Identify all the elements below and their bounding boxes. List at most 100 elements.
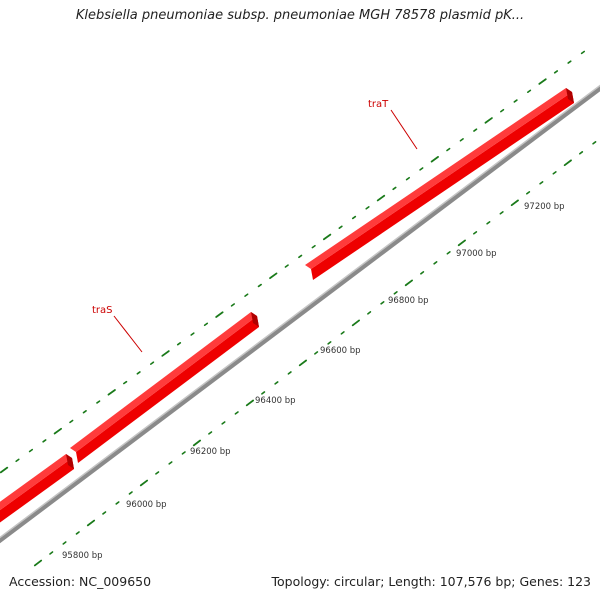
gene-track: [0, 88, 574, 523]
inner-tick-22: [327, 341, 332, 345]
outer-tick-42: [567, 60, 572, 64]
inner-tick-36: [510, 199, 519, 207]
inner-tick-33: [473, 231, 478, 235]
inner-tick-31: [446, 251, 451, 255]
outer-tick-13: [176, 342, 182, 346]
outer-tick-12: [161, 350, 170, 357]
inner-tick-37: [526, 191, 531, 195]
inner-tick-12: [192, 439, 202, 447]
inner-tick-30: [433, 261, 438, 265]
outer-tick-track: [0, 50, 586, 474]
outer-tick-20: [269, 272, 278, 280]
outer-tick-23: [311, 244, 316, 249]
outer-tick-10: [136, 371, 141, 375]
scale-label-1: 96000 bp: [126, 500, 167, 510]
topology-summary: Topology: circular; Length: 107,576 bp; …: [271, 574, 592, 589]
gene-upstream-top: [0, 454, 72, 511]
inner-tick-5: [102, 511, 107, 515]
outer-tick-0: [0, 466, 9, 474]
gene-upstream-body: [0, 458, 74, 523]
gene-traS-top: [70, 312, 257, 452]
inner-tick-27: [393, 291, 398, 295]
accession-label: Accession: NC_009650: [9, 574, 152, 589]
outer-tick-5: [69, 419, 74, 424]
inner-tick-25: [367, 311, 372, 315]
inner-tick-16: [245, 399, 255, 407]
inner-tick-14: [221, 421, 226, 425]
inner-tick-3: [75, 531, 80, 535]
outer-tick-17: [230, 303, 235, 307]
inner-tick-8: [139, 479, 149, 487]
plasmid-backbone: [0, 84, 600, 544]
outer-tick-29: [392, 186, 397, 191]
outer-tick-25: [338, 225, 343, 229]
outer-tick-9: [123, 380, 128, 385]
gene-label-layer: traS traT: [92, 99, 418, 353]
gene-upstream: [0, 454, 74, 523]
outer-tick-35: [473, 128, 478, 132]
inner-tick-38: [539, 181, 544, 185]
outer-tick-28: [376, 194, 386, 202]
map-title: Klebsiella pneumoniae subsp. pneumoniae …: [75, 8, 525, 23]
inner-tick-10: [168, 461, 173, 465]
inner-tick-28: [404, 279, 413, 287]
inner-tick-32: [457, 239, 466, 247]
inner-tick-19: [287, 371, 292, 375]
outer-tick-4: [53, 427, 62, 435]
outer-tick-11: [149, 361, 155, 365]
traS-leader: [113, 315, 143, 353]
inner-tick-4: [86, 519, 96, 527]
gene-traT: [305, 88, 574, 280]
inner-tick-track: [33, 141, 597, 567]
gene-traT-end: [566, 88, 574, 103]
inner-tick-7: [128, 491, 133, 495]
outer-tick-2: [28, 448, 34, 453]
backbone-line: [0, 85, 600, 544]
inner-tick-23: [340, 331, 345, 335]
outer-tick-18: [244, 293, 249, 297]
gene-traS: [70, 312, 259, 463]
outer-tick-37: [500, 108, 505, 113]
outer-tick-43: [580, 50, 586, 55]
gene-traS-body: [76, 316, 259, 463]
scale-label-0: 95800 bp: [62, 551, 103, 561]
outer-tick-21: [284, 264, 289, 268]
scale-label-3: 96400 bp: [255, 396, 296, 406]
scale-label-6: 97000 bp: [456, 249, 497, 259]
outer-tick-8: [107, 389, 116, 396]
outer-tick-33: [446, 147, 451, 152]
gene-traT-body: [311, 92, 574, 280]
inner-tick-11: [181, 451, 186, 455]
inner-tick-40: [563, 159, 572, 167]
inner-tick-17: [261, 391, 266, 395]
outer-tick-41: [553, 70, 559, 74]
inner-tick-20: [298, 359, 308, 367]
outer-tick-39: [526, 89, 532, 94]
inner-tick-35: [499, 211, 504, 215]
inner-tick-29: [420, 271, 425, 275]
inner-tick-21: [314, 351, 319, 355]
outer-tick-34: [459, 138, 464, 142]
outer-tick-22: [298, 254, 303, 259]
outer-tick-1: [15, 458, 20, 463]
inner-tick-42: [592, 141, 597, 145]
inner-tick-18: [274, 381, 279, 385]
gene-traT-top: [305, 88, 572, 269]
outer-tick-19: [257, 283, 262, 288]
outer-tick-40: [538, 78, 547, 85]
inner-tick-6: [115, 501, 120, 505]
inner-tick-24: [351, 319, 360, 327]
backbone-highlight: [0, 84, 600, 539]
outer-tick-3: [42, 439, 47, 443]
inner-tick-34: [486, 221, 491, 225]
outer-tick-24: [322, 233, 332, 241]
outer-tick-26: [351, 215, 357, 220]
outer-tick-27: [365, 206, 370, 210]
inner-tick-13: [208, 431, 213, 435]
inner-tick-39: [552, 171, 557, 175]
outer-tick-30: [405, 176, 410, 181]
outer-tick-31: [419, 167, 424, 171]
inner-tick-0: [33, 559, 43, 567]
outer-tick-36: [484, 117, 493, 124]
